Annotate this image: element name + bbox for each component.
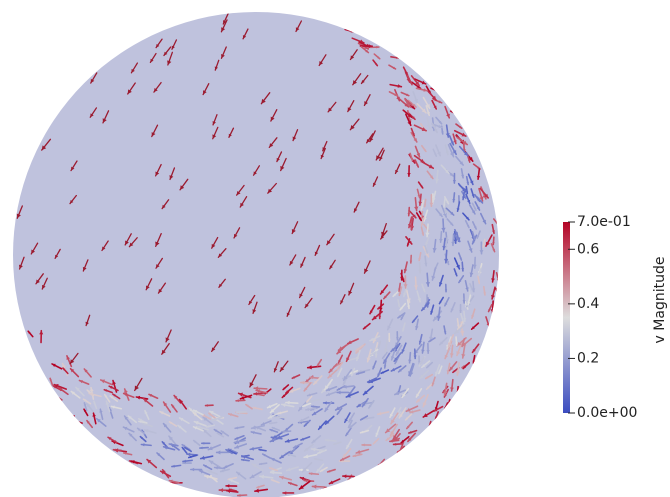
tick-label: 0.2 — [577, 350, 599, 366]
arrow-head — [497, 224, 501, 228]
tick-label: 0.4 — [577, 296, 599, 312]
arrow-head — [74, 420, 77, 423]
tick-label: 0.6 — [577, 241, 599, 257]
tick-label: 0.0e+00 — [577, 405, 637, 421]
arrow-head — [398, 450, 402, 454]
arrow — [496, 289, 500, 298]
colorbar: 7.0e-01 0.6 0.4 0.2 0.0e+00 — [563, 214, 637, 421]
arrow-head — [347, 479, 350, 482]
arrow-head — [351, 30, 354, 33]
arrow-head — [456, 392, 458, 394]
page: 7.0e-010.60.40.20.0e+00 v Magnitude (() … — [0, 0, 670, 497]
colorbar-title: v Magnitude — [652, 257, 668, 344]
arrow-head — [437, 90, 441, 93]
arrow-head — [456, 113, 460, 116]
tick-label: 7.0e-01 — [577, 214, 631, 230]
arrow — [457, 387, 458, 394]
colorbar-gradient — [563, 222, 570, 413]
arrow-head — [497, 294, 500, 297]
arrow-head — [444, 407, 446, 410]
arrow-head — [447, 404, 449, 407]
arrow-head — [53, 394, 57, 397]
arrow — [493, 301, 494, 313]
arrow-head — [67, 414, 69, 416]
arrow-head — [427, 428, 430, 431]
visualization: 7.0e-01 0.6 0.4 0.2 0.0e+00 v Magnitude — [0, 0, 670, 497]
